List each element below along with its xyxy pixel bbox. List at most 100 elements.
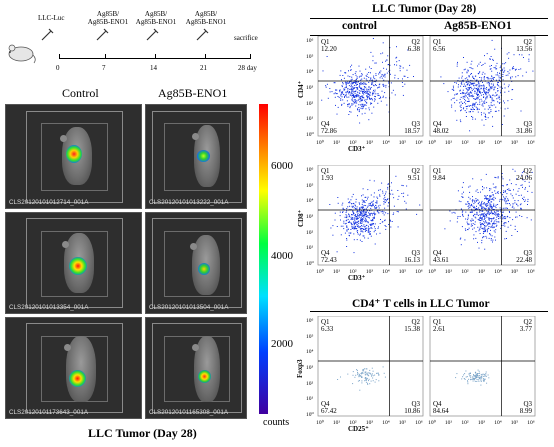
flow-event-dot	[361, 96, 363, 98]
flow-event-dot	[493, 186, 495, 188]
flow-event-dot	[368, 81, 370, 83]
flow-event-dot	[351, 222, 353, 224]
flow-event-dot	[355, 228, 357, 230]
flow-event-dot	[472, 104, 473, 106]
x-tick-label: 10⁶	[415, 269, 423, 275]
flow-event-dot	[341, 104, 343, 106]
flow-event-dot	[497, 82, 499, 83]
flow-event-dot	[520, 208, 522, 210]
flow-event-dot	[484, 375, 486, 377]
flow-event-dot	[466, 91, 468, 93]
flow-event-dot	[359, 214, 361, 216]
flow-event-dot	[373, 192, 375, 194]
flow-event-dot	[460, 201, 462, 203]
flow-event-dot	[375, 207, 377, 209]
flow-event-dot	[472, 201, 474, 203]
flow-event-dot	[344, 216, 346, 218]
flow-event-dot	[496, 210, 498, 212]
quadrant-q3-value: 16.13	[404, 256, 420, 264]
flow-event-dot	[492, 194, 494, 196]
x-tick-label: 10¹	[333, 420, 341, 426]
flow-event-dot	[362, 211, 364, 213]
flow-event-dot	[366, 219, 367, 221]
flow-event-dot	[497, 192, 499, 194]
flow-event-dot	[523, 171, 525, 173]
flow-event-dot	[342, 75, 344, 76]
flow-event-dot	[489, 202, 491, 204]
flow-event-dot	[483, 379, 485, 381]
flow-event-dot	[375, 213, 377, 215]
flow-event-dot	[461, 226, 463, 228]
flow-event-dot	[383, 372, 385, 374]
flow-event-dot	[493, 100, 495, 102]
flow-event-dot	[381, 90, 383, 92]
flow-event-dot	[451, 212, 453, 214]
flow-event-dot	[504, 222, 506, 223]
flow-event-dot	[368, 233, 370, 235]
flow-event-dot	[351, 103, 353, 105]
flow-event-dot	[355, 221, 357, 223]
flow-event-dot	[358, 216, 360, 218]
flow-event-dot	[507, 198, 509, 200]
flow-event-dot	[347, 104, 348, 106]
flow-event-dot	[475, 372, 477, 374]
flow-event-dot	[491, 206, 493, 208]
flow-event-dot	[483, 216, 485, 217]
flow-event-dot	[493, 196, 495, 198]
flow-event-dot	[342, 91, 344, 93]
flow-event-dot	[355, 102, 357, 104]
flow-event-dot	[354, 82, 356, 83]
flow-event-dot	[355, 74, 357, 76]
quadrant-q3-value: 22.48	[516, 256, 532, 264]
flow-event-dot	[467, 383, 469, 385]
flow-event-dot	[351, 78, 353, 80]
flow-event-dot	[355, 208, 357, 210]
flow-event-dot	[382, 95, 384, 97]
x-tick-label: 10⁵	[511, 420, 519, 426]
flow-event-dot	[359, 85, 361, 87]
flow-event-dot	[464, 228, 466, 230]
flow-event-dot	[355, 81, 357, 83]
flow-event-dot	[359, 83, 361, 85]
flow-event-dot	[356, 87, 358, 89]
flow-event-dot	[497, 90, 499, 92]
flow-event-dot	[456, 93, 458, 95]
flow-event-dot	[480, 203, 482, 205]
flow-event-dot	[503, 67, 505, 69]
flow-event-dot	[486, 87, 488, 88]
flow-event-dot	[511, 195, 513, 197]
image-caption: CLS20120101013354_001A	[9, 304, 89, 311]
flow-event-dot	[362, 201, 364, 203]
flow-event-dot	[484, 218, 485, 220]
image-caption: CLS20120101165308_001A	[149, 409, 229, 416]
flow-event-dot	[460, 109, 462, 111]
flow-event-dot	[477, 226, 479, 228]
flow-event-dot	[385, 60, 387, 62]
flow-event-dot	[480, 98, 482, 100]
flow-event-dot	[462, 210, 464, 212]
flow-event-dot	[365, 99, 367, 101]
flow-event-dot	[490, 210, 492, 212]
flow-event-dot	[500, 92, 502, 94]
flow-event-dot	[403, 192, 405, 194]
flow-event-dot	[489, 198, 491, 200]
flow-event-dot	[461, 211, 463, 213]
flow-event-dot	[394, 74, 396, 76]
flow-event-dot	[345, 211, 347, 213]
flow-event-dot	[505, 200, 507, 202]
flow-event-dot	[481, 104, 483, 106]
flow-event-dot	[522, 75, 524, 77]
flow-event-dot	[499, 200, 501, 202]
flow-event-dot	[372, 60, 374, 62]
flow-event-dot	[339, 91, 341, 93]
flow-event-dot	[374, 78, 376, 80]
flow-event-dot	[347, 89, 349, 91]
flow-event-dot	[486, 88, 488, 90]
flow-event-dot	[342, 99, 344, 101]
flow-event-dot	[361, 209, 363, 211]
flow-event-dot	[370, 68, 372, 69]
flow-event-dot	[516, 216, 518, 218]
flow-event-dot	[484, 207, 485, 209]
flow-event-dot	[354, 217, 356, 219]
flow-event-dot	[479, 217, 481, 219]
